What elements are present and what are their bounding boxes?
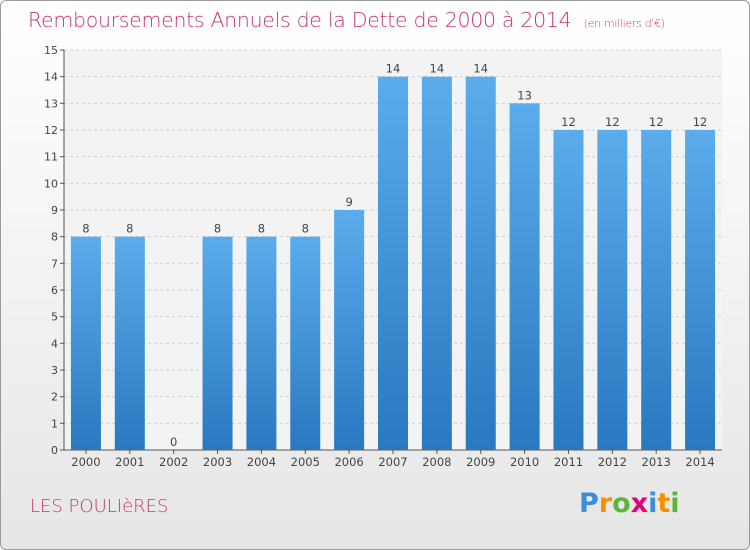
data-label: 13 xyxy=(517,88,532,102)
y-tick-label: 8 xyxy=(51,231,58,244)
bar xyxy=(70,236,101,450)
logo-letter: t xyxy=(657,488,671,519)
y-tick-label: 15 xyxy=(44,44,58,57)
bar xyxy=(641,130,672,450)
bar xyxy=(378,76,408,451)
x-tick-label: 2010 xyxy=(510,455,539,469)
y-tick-label: 10 xyxy=(44,177,58,190)
data-label: 8 xyxy=(126,222,133,236)
bar xyxy=(553,130,584,450)
x-tick-label: 2000 xyxy=(71,455,100,469)
x-tick-label: 2003 xyxy=(203,455,232,469)
bar xyxy=(246,236,277,450)
logo-letter: x xyxy=(630,488,649,519)
data-label: 12 xyxy=(693,115,708,129)
bar xyxy=(334,210,365,450)
data-label: 12 xyxy=(605,115,620,129)
bar xyxy=(114,236,145,450)
x-tick-label: 2007 xyxy=(378,455,407,469)
logo-letter: P xyxy=(579,488,599,519)
bar xyxy=(597,130,628,450)
y-tick-label: 14 xyxy=(44,71,58,84)
data-label: 8 xyxy=(214,222,221,236)
x-tick-label: 2001 xyxy=(115,455,144,469)
bar xyxy=(202,236,233,450)
data-label: 8 xyxy=(82,222,89,236)
logo-letter: i xyxy=(670,488,680,519)
x-tick-label: 2008 xyxy=(422,455,451,469)
proxiti-logo: Proxiti xyxy=(579,488,680,519)
data-label: 12 xyxy=(561,115,576,129)
logo-letter: r xyxy=(598,488,613,519)
bar xyxy=(465,76,496,451)
data-label: 14 xyxy=(473,62,488,76)
data-label: 12 xyxy=(649,115,664,129)
x-tick-label: 2011 xyxy=(554,455,583,469)
data-label: 14 xyxy=(430,62,445,76)
x-tick-label: 2004 xyxy=(247,455,276,469)
y-tick-label: 4 xyxy=(51,337,58,350)
logo-letter: i xyxy=(648,488,658,519)
bar xyxy=(685,130,716,450)
data-label: 9 xyxy=(345,195,352,209)
y-tick-label: 9 xyxy=(51,204,58,217)
y-tick-label: 1 xyxy=(51,417,58,430)
x-tick-label: 2002 xyxy=(159,455,188,469)
data-label: 8 xyxy=(258,222,265,236)
logo-letter: o xyxy=(612,488,631,519)
x-tick-label: 2014 xyxy=(685,455,714,469)
data-label: 0 xyxy=(170,435,177,449)
chart-title: Remboursements Annuels de la Dette de 20… xyxy=(28,8,665,32)
bar xyxy=(421,76,452,451)
y-tick-label: 5 xyxy=(51,311,58,324)
x-tick-label: 2006 xyxy=(334,455,363,469)
chart-title-text: Remboursements Annuels de la Dette de 20… xyxy=(28,8,572,32)
x-tick-label: 2013 xyxy=(642,455,671,469)
x-tick-label: 2009 xyxy=(466,455,495,469)
y-tick-label: 6 xyxy=(51,284,58,297)
x-tick-label: 2005 xyxy=(291,455,320,469)
bar xyxy=(509,103,540,450)
y-tick-label: 12 xyxy=(44,124,58,137)
y-tick-label: 7 xyxy=(51,257,58,270)
x-tick-label: 2012 xyxy=(598,455,627,469)
chart-subtitle: (en milliers d'€) xyxy=(583,17,665,30)
y-tick-label: 3 xyxy=(51,364,58,377)
y-tick-label: 11 xyxy=(44,151,58,164)
y-tick-label: 2 xyxy=(51,391,58,404)
y-tick-label: 13 xyxy=(44,97,58,110)
data-label: 8 xyxy=(302,222,309,236)
commune-name: LES POULIèRES xyxy=(30,496,169,517)
bar xyxy=(290,236,321,450)
y-tick-label: 0 xyxy=(51,444,58,457)
data-label: 14 xyxy=(386,62,401,76)
